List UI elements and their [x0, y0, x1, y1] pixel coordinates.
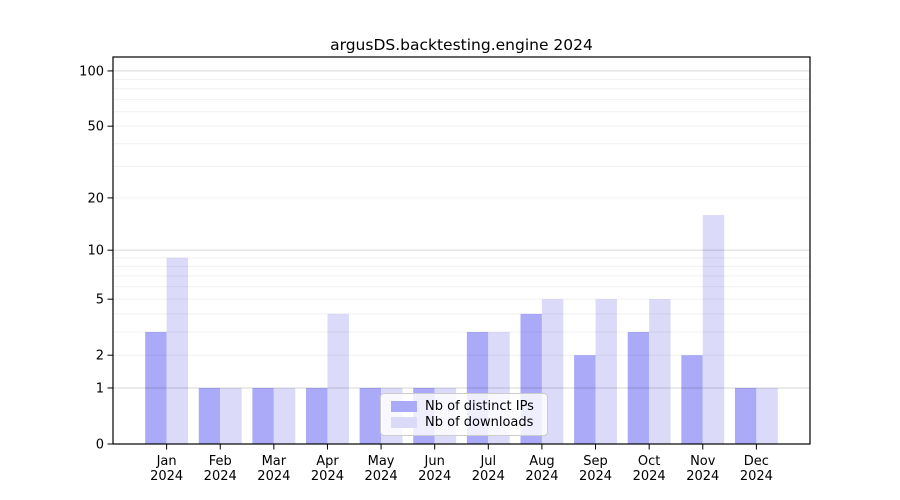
bar-ips-may [359, 387, 382, 444]
x-tick-label-month-jan: Jan [156, 454, 177, 469]
bar-downloads-feb [220, 387, 242, 444]
y-tick-label-20: 20 [87, 191, 104, 206]
bar-downloads-oct [649, 299, 671, 444]
bar-ips-sep [574, 355, 596, 444]
x-tick-label-year-aug: 2024 [525, 469, 558, 484]
y-tick-label-5: 5 [96, 293, 104, 308]
x-tick-label-month-oct: Oct [638, 454, 660, 469]
bar-ips-feb [198, 387, 221, 444]
bar-ips-mar [252, 387, 274, 444]
y-tick-label-1: 1 [96, 381, 104, 396]
legend-swatch-distinct-ips [391, 401, 417, 413]
bar-downloads-mar [273, 387, 296, 444]
x-tick-label-year-oct: 2024 [633, 469, 666, 484]
bar-downloads-nov [702, 214, 725, 444]
x-tick-label-year-jan: 2024 [150, 469, 183, 484]
x-tick-label-month-feb: Feb [209, 454, 232, 469]
x-tick-label-month-sep: Sep [583, 454, 608, 469]
y-tick-label-10: 10 [87, 244, 104, 259]
x-tick-label-year-mar: 2024 [257, 469, 290, 484]
y-tick-label-2: 2 [96, 349, 104, 364]
x-tick-label-year-dec: 2024 [740, 469, 773, 484]
x-tick-label-month-aug: Aug [529, 454, 554, 469]
x-tick-label-year-jun: 2024 [418, 469, 451, 484]
y-tick-label-100: 100 [79, 64, 104, 79]
bar-ips-nov [681, 355, 703, 444]
bar-downloads-apr [327, 313, 349, 444]
legend-swatch-downloads [391, 416, 417, 428]
x-tick-label-month-nov: Nov [690, 454, 716, 469]
legend: Nb of distinct IPs Nb of downloads [380, 393, 548, 436]
chart-title: argusDS.backtesting.engine 2024 [330, 36, 593, 54]
legend-item-distinct-ips: Nb of distinct IPs [391, 399, 537, 414]
x-tick-label-month-jun: Jun [424, 454, 445, 469]
x-tick-label-year-jul: 2024 [472, 469, 505, 484]
bar-ips-dec [734, 387, 757, 444]
x-tick-label-year-may: 2024 [365, 469, 398, 484]
bar-ips-oct [627, 331, 650, 444]
bar-downloads-jan [166, 257, 189, 444]
legend-item-downloads: Nb of downloads [391, 415, 537, 430]
x-tick-label-month-apr: Apr [316, 454, 339, 469]
bar-downloads-dec [756, 387, 778, 444]
x-tick-label-year-feb: 2024 [204, 469, 237, 484]
bar-ips-jan [145, 331, 167, 444]
legend-label-downloads: Nb of downloads [425, 414, 534, 430]
x-tick-label-month-may: May [368, 454, 395, 469]
y-tick-label-50: 50 [87, 120, 104, 135]
x-tick-label-month-jul: Jul [479, 454, 496, 469]
x-tick-label-year-nov: 2024 [686, 469, 719, 484]
x-tick-label-year-apr: 2024 [311, 469, 344, 484]
x-tick-label-month-dec: Dec [744, 454, 769, 469]
x-tick-label-year-sep: 2024 [579, 469, 612, 484]
bar-downloads-sep [595, 299, 617, 444]
y-tick-label-0: 0 [96, 438, 104, 453]
x-tick-label-month-mar: Mar [262, 454, 287, 469]
bar-ips-apr [306, 387, 328, 444]
legend-label-distinct-ips: Nb of distinct IPs [425, 399, 534, 415]
